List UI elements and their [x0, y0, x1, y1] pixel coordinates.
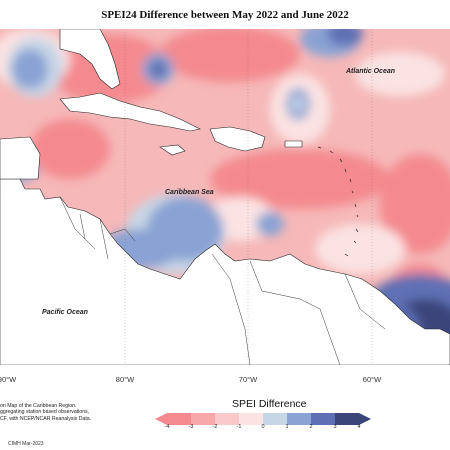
- puerto-rico-land: [284, 140, 303, 148]
- legend-tick-label: 1: [285, 424, 289, 430]
- note-line: CF, with NCEP/NCAR Reanalysis Data.: [0, 415, 92, 422]
- legend-tick-label: -4: [164, 424, 170, 430]
- longitude-tick-label: 90°W: [0, 375, 17, 384]
- legend-tick-label: -1: [236, 424, 242, 430]
- legend-tick-label: 0: [261, 424, 265, 430]
- legend-tick-label: 3: [333, 424, 337, 430]
- legend-swatch: [263, 413, 287, 425]
- legend-tick-label: 2: [309, 424, 313, 430]
- map-note: on Map of the Caribbean Region. ggregati…: [0, 403, 120, 422]
- spei-map: Atlantic Ocean Caribbean Sea Pacific Oce…: [0, 29, 450, 365]
- legend-swatch: [215, 413, 239, 425]
- longitude-tick-label: 60°W: [362, 375, 382, 384]
- legend-swatch: [239, 413, 263, 425]
- legend-arrow-min: [155, 413, 167, 425]
- legend-arrow-max: [359, 413, 371, 425]
- pacific-ocean-label: Pacific Ocean: [42, 309, 88, 316]
- yucatan-land: [0, 136, 41, 180]
- legend-swatch: [311, 413, 335, 425]
- legend-swatch: [287, 413, 311, 425]
- lesser-antilles: [317, 146, 359, 257]
- longitude-gridlines: [124, 29, 373, 365]
- legend-colorbar: [155, 413, 371, 425]
- country-borders: [59, 196, 386, 365]
- legend-title: SPEI Difference: [232, 398, 307, 410]
- legend-swatch: [167, 413, 191, 425]
- atlantic-ocean-label: Atlantic Ocean: [345, 68, 395, 75]
- hispaniola-land: [209, 126, 266, 152]
- jamaica-land: [159, 144, 186, 156]
- longitude-tick-label: 70°W: [238, 375, 258, 384]
- map-credit: CIMH Mar-2023: [8, 441, 44, 447]
- legend-tick-label: 4: [357, 424, 361, 430]
- note-line: ggregating station based observations,: [0, 409, 90, 416]
- caribbean-sea-label: Caribbean Sea: [165, 189, 214, 196]
- cuba-land: [59, 92, 201, 132]
- legend-tick-label: -2: [212, 424, 218, 430]
- map-title: SPEI24 Difference between May 2022 and J…: [101, 9, 349, 21]
- florida-land: [59, 29, 121, 90]
- legend-tick-label: -3: [188, 424, 194, 430]
- spei-shading: [0, 29, 450, 365]
- longitude-tick-label: 80°W: [115, 375, 135, 384]
- note-line: on Map of the Caribbean Region.: [0, 403, 77, 409]
- legend-swatch: [335, 413, 359, 425]
- legend-swatch: [191, 413, 215, 425]
